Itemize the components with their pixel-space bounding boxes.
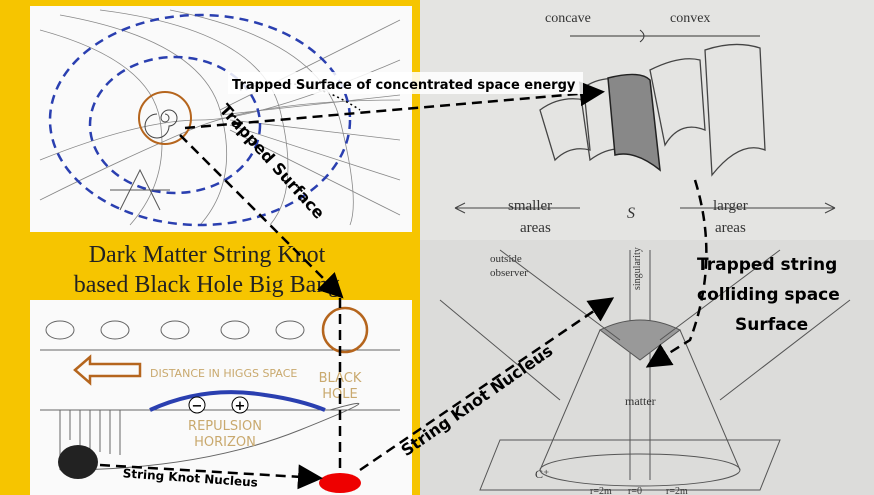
label-singularity: singularity <box>632 247 643 290</box>
label-larger-areas: areas <box>715 220 746 236</box>
slide: concave convex smaller areas larger area… <box>0 0 874 495</box>
callout-trapped-energy: Trapped Surface of concentrated space en… <box>232 78 576 93</box>
label-s: S <box>627 205 635 222</box>
label-r-right: r=2m <box>666 486 688 495</box>
label-horizon: HORIZON <box>194 435 256 450</box>
label-c-plus: C⁺ <box>535 467 549 481</box>
label-larger: larger <box>713 198 748 214</box>
callout-trapped-string-1: Trapped string <box>697 255 837 275</box>
label-distance: DISTANCE IN HIGGS SPACE <box>150 367 297 380</box>
title-line-1: Dark Matter String Knot <box>89 242 326 268</box>
label-plus: + <box>235 399 246 414</box>
label-convex: convex <box>670 11 710 26</box>
label-r-center: r=0 <box>628 486 642 495</box>
spiral-diagram <box>30 6 412 232</box>
label-minus: − <box>192 399 203 414</box>
surface-diagram: concave convex smaller areas larger area… <box>420 0 874 240</box>
title-line-2: based Black Hole Big Bang <box>74 272 341 298</box>
callout-trapped-string-3: Surface <box>735 315 808 335</box>
label-r-left: r=2m <box>590 486 612 495</box>
label-observer: observer <box>490 267 528 279</box>
label-concave: concave <box>545 11 591 26</box>
label-smaller: smaller <box>508 198 552 214</box>
higgs-diagram: DISTANCE IN HIGGS SPACE BLACK HOLE − + R… <box>30 300 412 495</box>
label-repulsion: REPULSION <box>188 419 262 434</box>
callout-trapped-string-2: colliding space <box>697 285 840 305</box>
cone-diagram: outside observer singularity matter C⁺ r… <box>420 240 874 495</box>
label-matter: matter <box>625 394 656 408</box>
label-smaller-areas: areas <box>520 220 551 236</box>
